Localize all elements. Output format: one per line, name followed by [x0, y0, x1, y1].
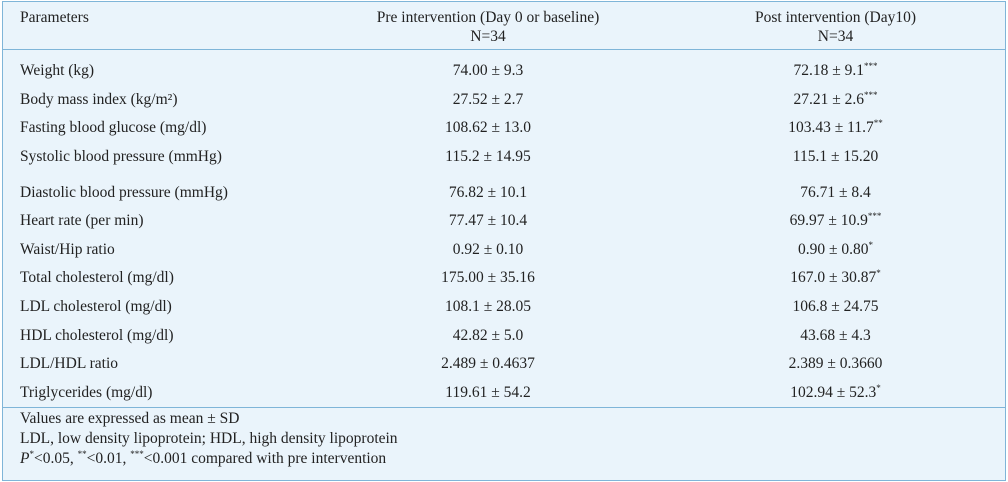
row-pre-value: 2.489 ± 0.4637	[441, 355, 535, 373]
table-row: LDL/HDL ratio 2.489 ± 0.4637 2.389 ± 0.366…	[3, 349, 1005, 378]
footnote-sig-1: *	[29, 449, 34, 459]
row-parameter: Heart rate (per min)	[20, 212, 144, 230]
row-post-value: 69.97 ± 10.9	[789, 212, 868, 230]
row-parameter: LDL/HDL ratio	[20, 355, 118, 373]
footnote-text-1: <0.05,	[33, 450, 78, 467]
table-row: LDL cholesterol (mg/dl) 108.1 ± 28.05 106.…	[3, 292, 1005, 321]
row-post-cell: 69.97 ± 10.9***	[666, 206, 1005, 235]
row-post-cell: 43.68 ± 4.3	[666, 321, 1005, 350]
footnote-values: Values are expressed as mean ± SD	[20, 410, 240, 427]
row-post-value: 102.94 ± 52.3	[790, 383, 877, 401]
table-row: Fasting blood glucose (mg/dl) 108.62 ± 13…	[3, 114, 1005, 143]
row-post-cell: 103.43 ± 11.7**	[666, 114, 1005, 143]
footnote-text-3: <0.001 compared with pre intervention	[143, 450, 387, 467]
row-post-value: 2.389 ± 0.3660	[788, 355, 883, 373]
row-post-cell: 102.94 ± 52.3*	[666, 378, 1005, 407]
header-post-label: Post intervention (Day10)	[754, 9, 916, 26]
row-post-value: 103.43 ± 11.7	[788, 119, 874, 137]
row-post-cell: 2.389 ± 0.3660	[666, 349, 1005, 378]
header-pre-label: Pre intervention (Day 0 or baseline)	[376, 9, 600, 26]
row-post-cell: 0.90 ± 0.80*	[666, 235, 1005, 264]
table-row: Triglycerides (mg/dl) 119.61 ± 54.2 102.94…	[3, 378, 1005, 408]
header-post-intervention: Post intervention (Day10) N=34	[666, 2, 1005, 49]
footnote-sig-3: ***	[130, 449, 144, 459]
row-post-cell: 27.21 ± 2.6***	[666, 85, 1005, 114]
header-parameters: Parameters	[20, 9, 89, 26]
row-parameter: Weight (kg)	[20, 62, 95, 80]
row-pre-value: 108.62 ± 13.0	[444, 119, 531, 137]
header-pre-intervention: Pre intervention (Day 0 or baseline) N=3…	[310, 2, 666, 49]
row-parameter: LDL cholesterol (mg/dl)	[20, 298, 172, 316]
row-post-value: 115.1 ± 15.20	[792, 148, 879, 166]
row-parameter: Diastolic blood pressure (mmHg)	[20, 183, 228, 201]
row-post-value: 0.90 ± 0.80	[797, 240, 869, 258]
footnote-significance: P*<0.05, **<0.01, ***<0.001 compared wit…	[20, 449, 398, 469]
row-pre-value: 0.92 ± 0.10	[452, 240, 524, 258]
header-pre-n: N=34	[470, 28, 506, 45]
footnote-p-symbol: P	[20, 450, 30, 467]
row-pre-value: 108.1 ± 28.05	[444, 298, 531, 316]
row-pre-value: 76.82 ± 10.1	[448, 183, 528, 201]
results-table: Parameters Pre intervention (Day 0 or ba…	[3, 2, 1005, 408]
footnote-abbreviations: LDL, low density lipoprotein; HDL, high …	[20, 430, 398, 447]
table-row: Systolic blood pressure (mmHg) 115.2 ± 14…	[3, 142, 1005, 171]
table-row: Diastolic blood pressure (mmHg) 76.82 ± 1…	[3, 171, 1005, 207]
table-row: Heart rate (per min) 77.47 ± 10.4 69.97 ± …	[3, 206, 1005, 235]
row-parameter: Waist/Hip ratio	[20, 240, 115, 258]
row-post-cell: 167.0 ± 30.87*	[666, 264, 1005, 293]
row-post-value: 27.21 ± 2.6	[793, 90, 864, 108]
table-row: Body mass index (kg/m²) 27.52 ± 2.7 27.21 …	[3, 85, 1005, 114]
table-row: Weight (kg) 74.00 ± 9.3 72.18 ± 9.1***	[3, 49, 1005, 85]
row-post-value: 106.8 ± 24.75	[792, 298, 879, 316]
row-parameter: Fasting blood glucose (mg/dl)	[20, 119, 207, 137]
row-parameter: Systolic blood pressure (mmHg)	[20, 148, 222, 166]
footnote-text-2: <0.01,	[86, 450, 131, 467]
row-pre-value: 77.47 ± 10.4	[448, 212, 528, 230]
row-post-value: 43.68 ± 4.3	[800, 326, 871, 344]
table-footnotes: Values are expressed as mean ± SD LDL, l…	[3, 401, 398, 469]
row-pre-value: 119.61 ± 54.2	[445, 383, 531, 401]
row-pre-value: 42.82 ± 5.0	[452, 326, 524, 344]
table-body: Weight (kg) 74.00 ± 9.3 72.18 ± 9.1*** Body…	[3, 49, 1005, 408]
table-row: Waist/Hip ratio 0.92 ± 0.10 0.90 ± 0.80*	[3, 235, 1005, 264]
significance-marker: *	[876, 268, 881, 279]
significance-marker: *	[876, 382, 881, 393]
row-pre-value: 27.52 ± 2.7	[452, 90, 524, 108]
table-row: Total cholesterol (mg/dl) 175.00 ± 35.16 1…	[3, 264, 1005, 293]
significance-marker: *	[868, 239, 874, 250]
significance-marker: ***	[864, 61, 878, 72]
table-header-row: Parameters Pre intervention (Day 0 or ba…	[3, 2, 1005, 49]
significance-marker: ***	[864, 89, 878, 100]
row-parameter: Body mass index (kg/m²)	[20, 90, 178, 108]
row-post-cell: 72.18 ± 9.1***	[666, 49, 1005, 85]
footnote-sig-2: **	[77, 449, 87, 459]
row-post-value: 167.0 ± 30.87	[790, 269, 877, 287]
significance-marker: **	[873, 118, 883, 129]
row-parameter: Total cholesterol (mg/dl)	[20, 269, 174, 287]
row-post-cell: 115.1 ± 15.20	[666, 142, 1005, 171]
row-post-value: 76.71 ± 8.4	[800, 183, 871, 201]
row-post-cell: 76.71 ± 8.4	[666, 171, 1005, 207]
significance-marker: ***	[867, 211, 882, 222]
row-parameter: HDL cholesterol (mg/dl)	[20, 326, 174, 344]
row-pre-value: 115.2 ± 14.95	[445, 148, 531, 166]
row-post-cell: 106.8 ± 24.75	[666, 292, 1005, 321]
row-parameter: Triglycerides (mg/dl)	[20, 383, 153, 401]
table-row: HDL cholesterol (mg/dl) 42.82 ± 5.0 43.68 …	[3, 321, 1005, 350]
row-pre-value: 175.00 ± 35.16	[441, 269, 535, 287]
row-pre-value: 74.00 ± 9.3	[452, 62, 524, 80]
header-post-n: N=34	[817, 28, 854, 45]
row-post-value: 72.18 ± 9.1	[793, 62, 864, 80]
